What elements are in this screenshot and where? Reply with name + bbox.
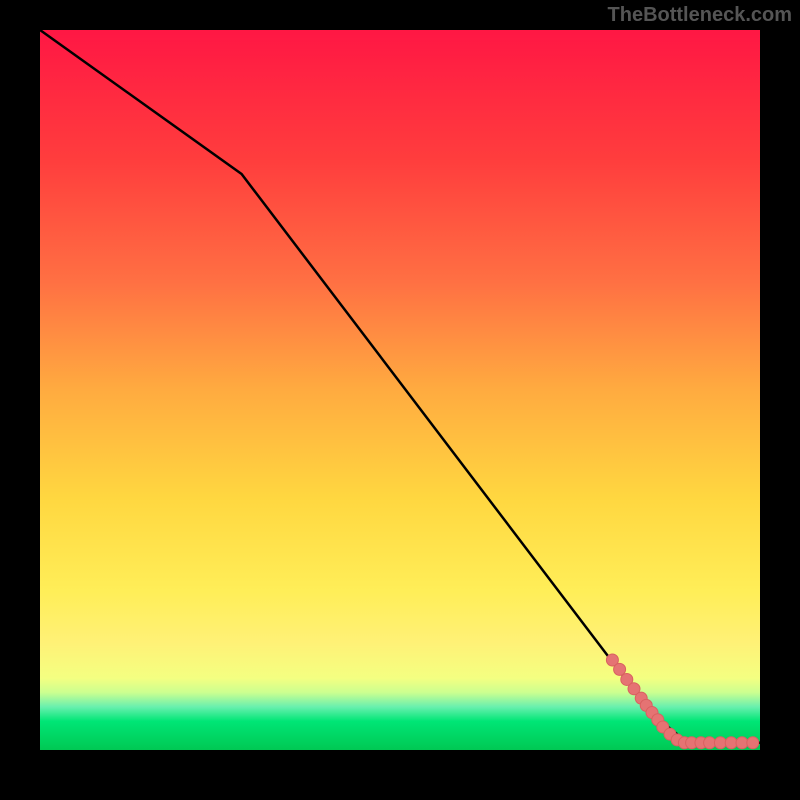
data-marker <box>736 737 748 749</box>
data-marker <box>714 737 726 749</box>
watermark-text: TheBottleneck.com <box>608 4 792 27</box>
data-marker <box>614 663 626 675</box>
curve-line <box>40 30 760 743</box>
data-marker <box>747 737 759 749</box>
data-marker <box>704 737 716 749</box>
data-markers <box>606 654 758 749</box>
plot-area <box>40 30 760 750</box>
data-marker <box>725 737 737 749</box>
chart-overlay <box>40 30 760 750</box>
